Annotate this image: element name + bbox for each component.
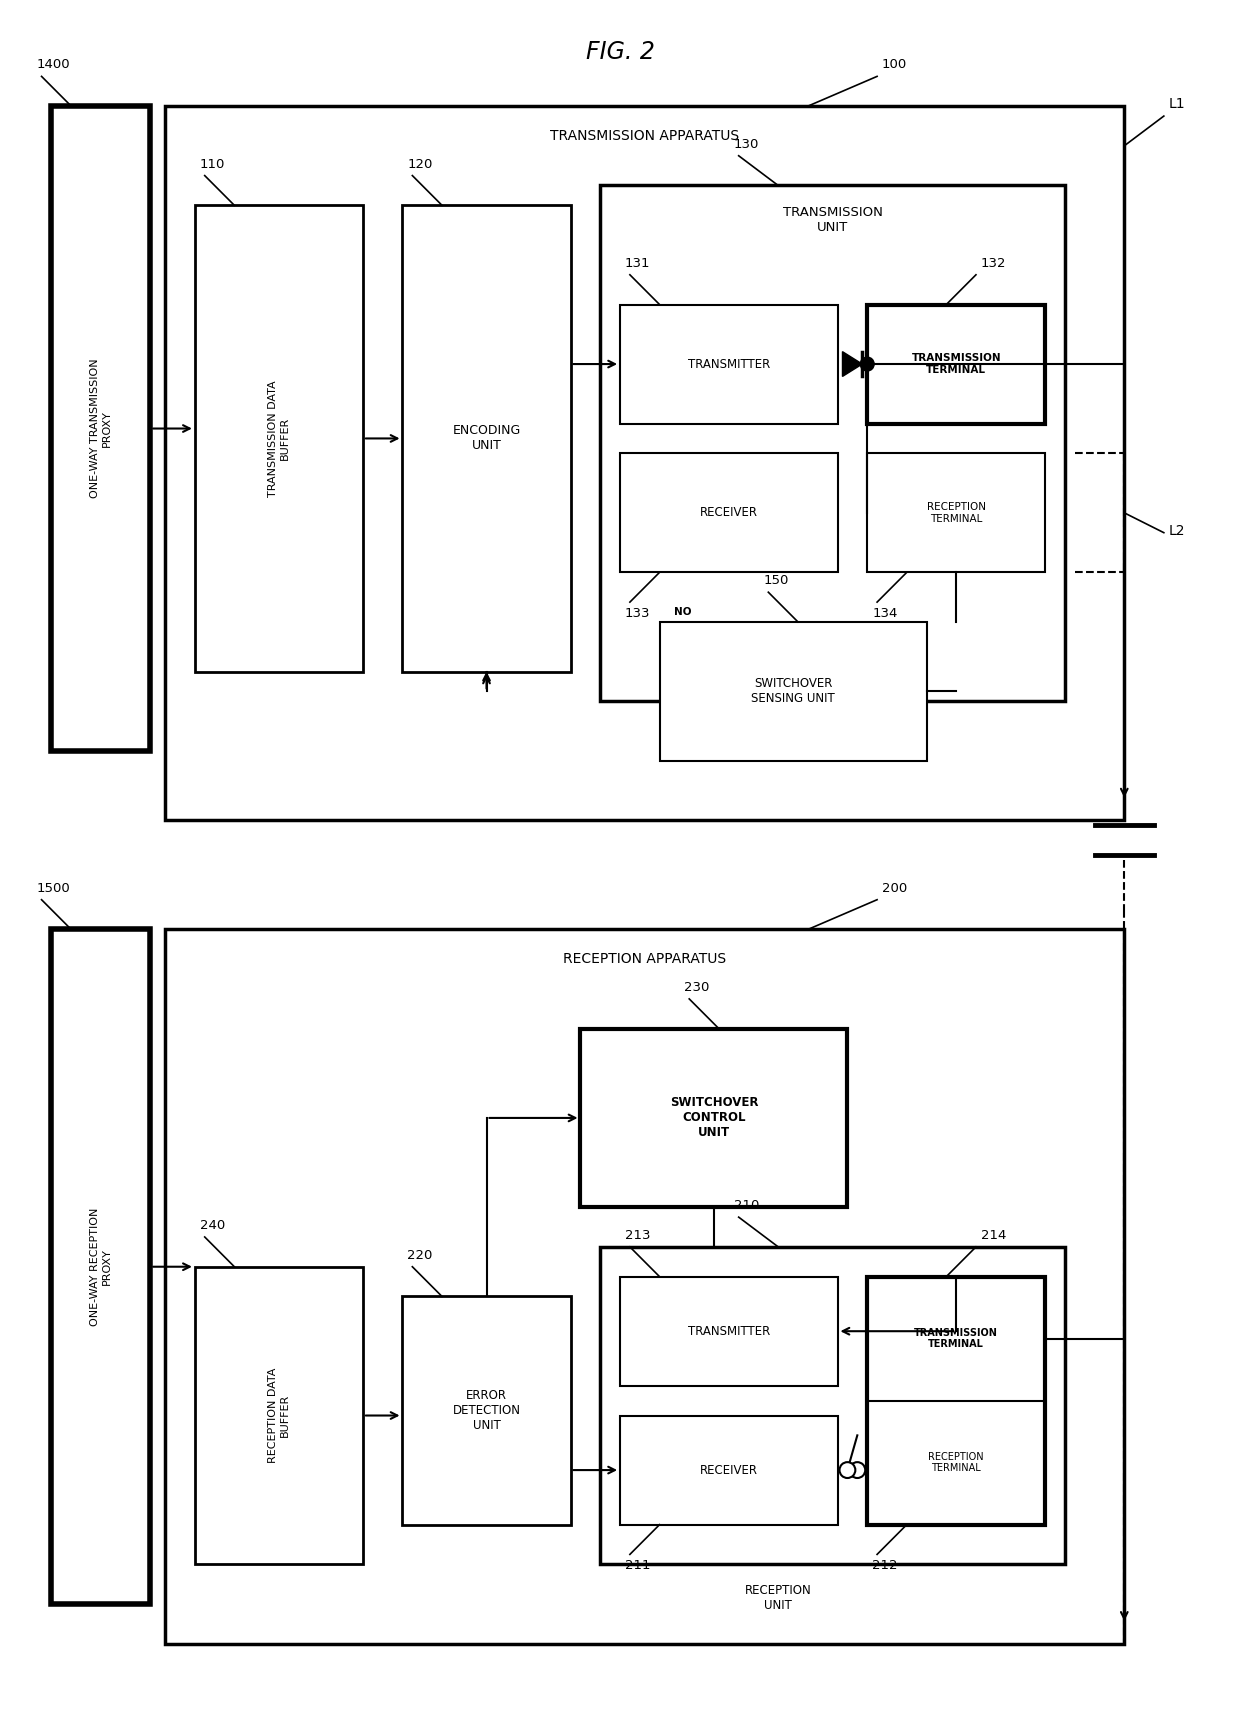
Text: FIG. 2: FIG. 2 (585, 40, 655, 64)
Text: 200: 200 (882, 882, 908, 894)
Bar (600, 185, 1065, 701)
Bar (165, 930, 1125, 1643)
Bar (403, 205, 570, 671)
Bar (867, 454, 1045, 573)
Text: SWITCHOVER
CONTROL
UNIT: SWITCHOVER CONTROL UNIT (670, 1096, 758, 1139)
Text: 130: 130 (734, 138, 759, 150)
Text: TRANSMISSION
TERMINAL: TRANSMISSION TERMINAL (914, 1327, 998, 1350)
Text: 150: 150 (764, 575, 789, 587)
Text: 220: 220 (408, 1250, 433, 1262)
Text: TRANSMISSION DATA
BUFFER: TRANSMISSION DATA BUFFER (268, 380, 290, 497)
Bar (195, 1267, 363, 1564)
Bar (403, 1296, 570, 1524)
Text: TRANSMITTER: TRANSMITTER (688, 1324, 770, 1338)
Text: 210: 210 (734, 1200, 759, 1212)
Text: 100: 100 (882, 59, 908, 71)
Text: 230: 230 (684, 980, 709, 994)
Text: 133: 133 (625, 608, 651, 620)
Text: 1400: 1400 (37, 59, 71, 71)
Text: TRANSMITTER: TRANSMITTER (688, 357, 770, 371)
Text: 212: 212 (872, 1559, 898, 1572)
Text: RECEPTION
TERMINAL: RECEPTION TERMINAL (929, 1452, 985, 1474)
Text: 132: 132 (981, 257, 1007, 269)
Text: TRANSMISSION
TERMINAL: TRANSMISSION TERMINAL (911, 354, 1001, 375)
Text: L2: L2 (1169, 523, 1185, 537)
Bar (867, 304, 1045, 423)
Text: 213: 213 (625, 1229, 651, 1243)
Bar (620, 1415, 837, 1524)
Text: 110: 110 (200, 157, 226, 171)
Text: ONE-WAY RECEPTION
PROXY: ONE-WAY RECEPTION PROXY (91, 1208, 112, 1326)
Text: TRANSMISSION
UNIT: TRANSMISSION UNIT (782, 205, 883, 235)
Text: 131: 131 (625, 257, 651, 269)
Text: 240: 240 (200, 1219, 224, 1232)
Circle shape (861, 357, 874, 371)
Text: RECEPTION
TERMINAL: RECEPTION TERMINAL (926, 502, 986, 523)
Text: RECEPTION APPARATUS: RECEPTION APPARATUS (563, 953, 727, 967)
Text: SWITCHOVER
SENSING UNIT: SWITCHOVER SENSING UNIT (751, 677, 835, 706)
Bar (580, 1029, 847, 1206)
Text: RECEIVER: RECEIVER (699, 1464, 758, 1476)
Bar (51, 105, 150, 751)
Circle shape (839, 1462, 856, 1477)
Text: 211: 211 (625, 1559, 651, 1572)
Bar (620, 1277, 837, 1386)
Bar (660, 621, 926, 761)
Text: ENCODING
UNIT: ENCODING UNIT (453, 425, 521, 452)
Bar (51, 930, 150, 1603)
Text: RECEIVER: RECEIVER (699, 506, 758, 520)
Text: NO: NO (675, 608, 692, 618)
Text: L1: L1 (1169, 97, 1185, 110)
Text: RECEPTION
UNIT: RECEPTION UNIT (745, 1584, 812, 1612)
Text: 134: 134 (872, 608, 898, 620)
Bar (620, 454, 837, 573)
Bar (600, 1246, 1065, 1564)
Bar (165, 105, 1125, 820)
Circle shape (849, 1462, 866, 1477)
Bar (195, 205, 363, 671)
Text: 120: 120 (408, 157, 433, 171)
Text: TRANSMISSION APPARATUS: TRANSMISSION APPARATUS (551, 129, 739, 143)
Bar (620, 304, 837, 423)
Text: 1500: 1500 (37, 882, 71, 894)
Text: ONE-WAY TRANSMISSION
PROXY: ONE-WAY TRANSMISSION PROXY (91, 359, 112, 499)
Text: ERROR
DETECTION
UNIT: ERROR DETECTION UNIT (453, 1389, 521, 1433)
Text: 214: 214 (981, 1229, 1007, 1243)
Text: RECEPTION DATA
BUFFER: RECEPTION DATA BUFFER (268, 1367, 290, 1464)
Polygon shape (842, 352, 862, 376)
Bar (867, 1277, 1045, 1524)
